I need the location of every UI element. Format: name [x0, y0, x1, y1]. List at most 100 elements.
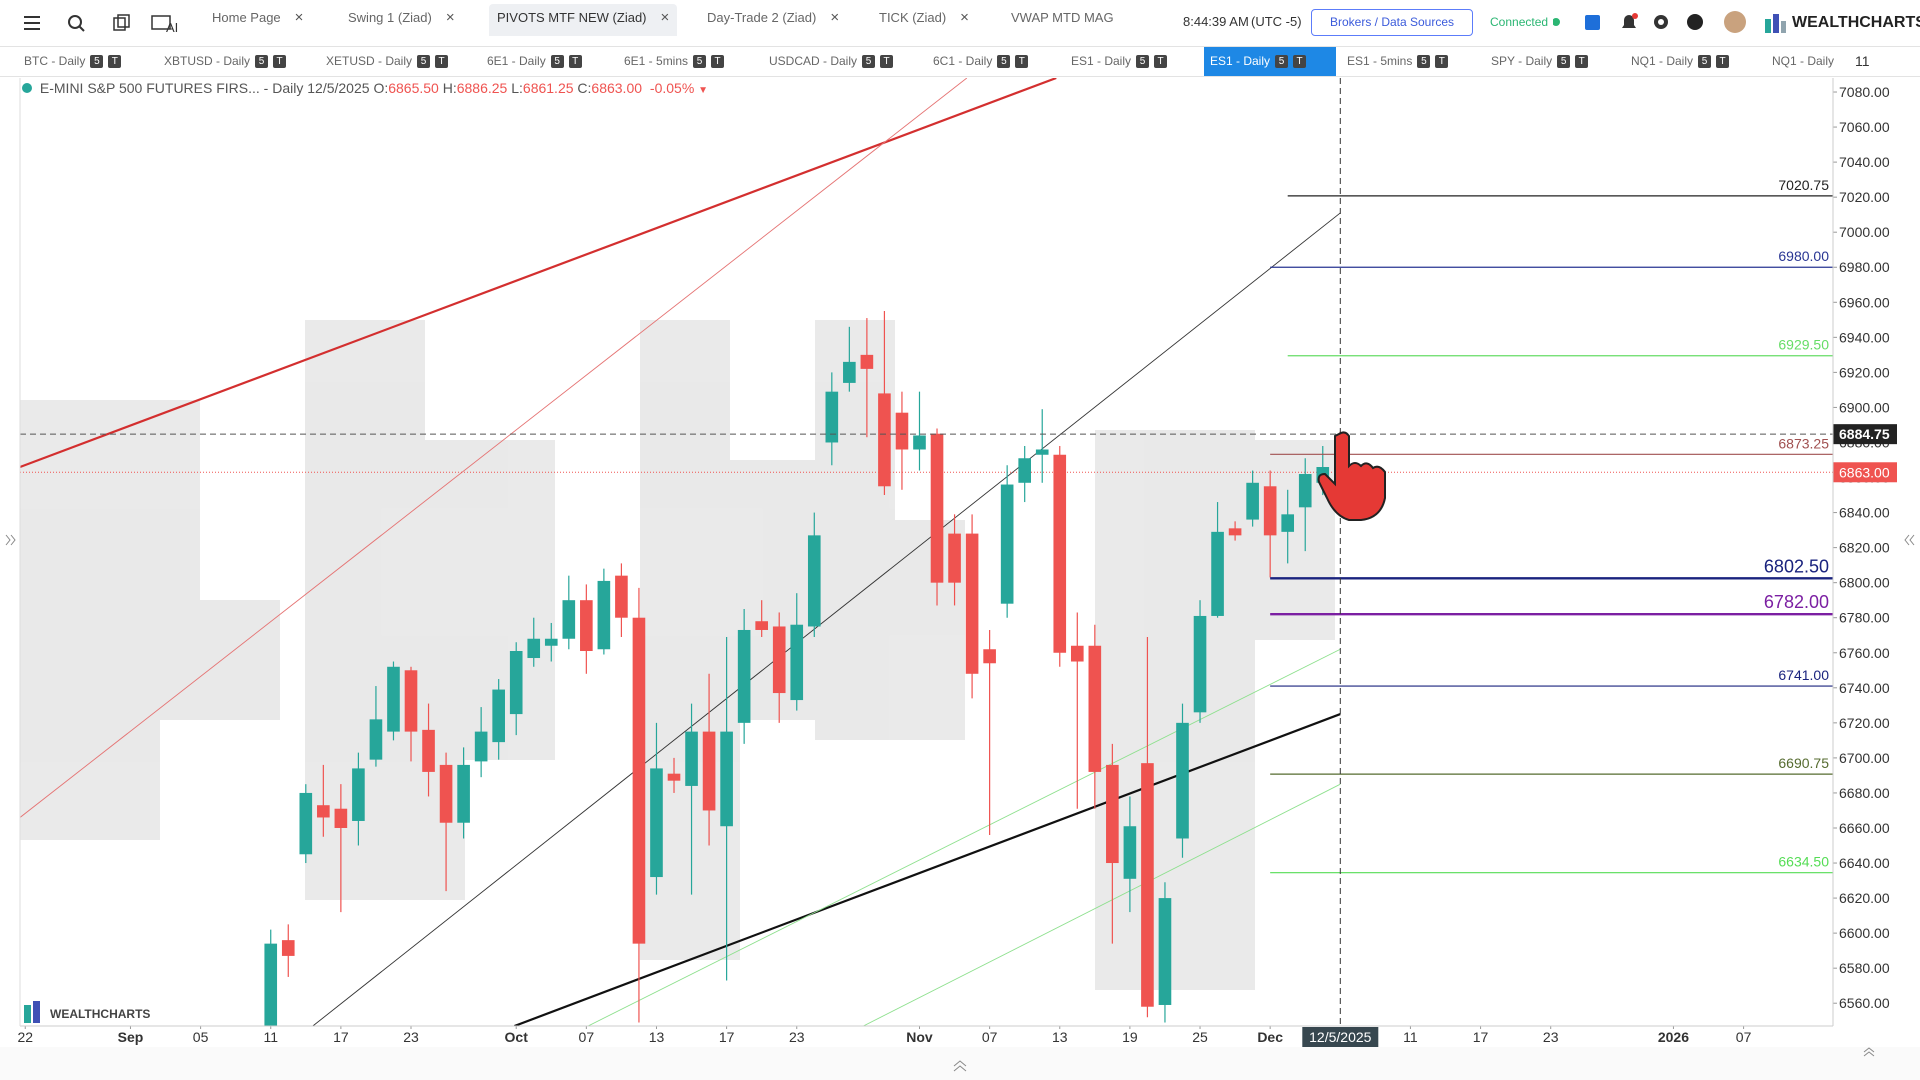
trend-line: [20, 78, 968, 818]
candle-body: [1176, 722, 1189, 839]
y-tick-label: 6720.00: [1839, 715, 1890, 731]
workspace-tab[interactable]: Home Page ×: [204, 8, 311, 38]
y-tick-label: 6940.00: [1839, 329, 1890, 345]
wc-logo: [24, 1001, 40, 1023]
left-panel-toggle[interactable]: [5, 534, 16, 546]
y-tick-label: 6700.00: [1839, 750, 1890, 766]
symbol-tab[interactable]: ES1 - Daily 5 T: [1071, 47, 1168, 76]
expand-button[interactable]: [953, 1060, 967, 1072]
scroll-top-button[interactable]: [1863, 1047, 1875, 1057]
symbol-tab[interactable]: 6E1 - 5mins 5 T: [624, 47, 725, 76]
menu-button[interactable]: [24, 16, 40, 30]
layouts-button[interactable]: [113, 17, 126, 31]
symbol-tab[interactable]: ES1 - 5mins 5 T: [1347, 47, 1449, 76]
save-button[interactable]: [1585, 15, 1600, 30]
x-tick-label: 11: [263, 1029, 278, 1045]
symbol-tab[interactable]: 6C1 - Daily 5 T: [933, 47, 1029, 76]
user-avatar[interactable]: [1724, 11, 1746, 33]
candle-body: [562, 600, 576, 639]
clock: 8:44:39 AM: [1183, 14, 1249, 29]
candle-body: [264, 943, 278, 1026]
workspace-tab[interactable]: Day-Trade 2 (Ziad) ×: [699, 8, 847, 38]
symbol-badge: T: [1293, 55, 1307, 68]
y-tick-label: 6740.00: [1839, 680, 1890, 696]
help-button[interactable]: [1687, 14, 1703, 30]
open-value: 6865.50: [388, 80, 439, 96]
symbol-label: NQ1 - Daily: [1631, 54, 1694, 68]
plot-area: [20, 78, 1833, 1026]
candle-body: [772, 626, 786, 694]
candle-body: [825, 391, 839, 443]
symbol-label: SPY - Daily: [1491, 54, 1553, 68]
symbol-tab[interactable]: NQ1 - Daily 5 T: [1631, 47, 1730, 76]
x-tick-label: 23: [789, 1029, 805, 1045]
level-label: 6782.00: [1764, 592, 1829, 612]
tab-close[interactable]: ×: [294, 9, 304, 26]
candle-body: [615, 575, 628, 618]
symbol-tab[interactable]: BTC - Daily 5 T: [24, 47, 122, 76]
ai-button[interactable]: [151, 15, 171, 30]
y-tick-label: 6780.00: [1839, 610, 1890, 626]
level-label: 6634.50: [1778, 854, 1829, 870]
right-panel-toggle[interactable]: [1904, 534, 1915, 546]
x-tick-label: 13: [1052, 1029, 1068, 1045]
last-price-label: 6863.00: [1839, 464, 1890, 480]
candle-body: [1000, 484, 1014, 604]
bottom-bar: [0, 1047, 1920, 1080]
workspace-tab[interactable]: VWAP MTD MAG: [1003, 8, 1122, 38]
level-label: 6690.75: [1778, 755, 1829, 771]
high-value: 6886.25: [456, 80, 508, 96]
symbol-label: ES1 - Daily: [1210, 54, 1271, 68]
x-tick-label: 11: [1403, 1029, 1418, 1045]
symbol-tab[interactable]: NQ1 - Daily: [1772, 47, 1834, 76]
candle-body: [1053, 454, 1067, 653]
symbol-tab[interactable]: ES1 - Daily 5 T: [1204, 47, 1336, 76]
x-tick-label: 25: [1192, 1029, 1208, 1045]
x-tick-label: Dec: [1257, 1029, 1283, 1045]
workspace-tab[interactable]: Swing 1 (Ziad) ×: [340, 8, 463, 38]
x-tick-label: Sep: [118, 1029, 144, 1045]
symbol-badge: T: [568, 55, 582, 68]
tab-close[interactable]: ×: [660, 9, 670, 26]
tab-close[interactable]: ×: [960, 9, 969, 26]
y-tick-label: 7080.00: [1839, 84, 1890, 100]
tab-close[interactable]: ×: [830, 9, 840, 26]
trend-line: [863, 783, 1341, 1026]
y-tick-label: 6840.00: [1839, 505, 1890, 521]
workspace-tab[interactable]: PIVOTS MTF NEW (Ziad) ×: [489, 4, 678, 36]
x-tick-label: 17: [333, 1029, 349, 1045]
symbol-badge: 5: [1275, 55, 1289, 68]
crosshair-price-box: [1833, 424, 1897, 445]
tab-close[interactable]: ×: [445, 9, 455, 26]
candle-body: [702, 731, 716, 811]
candle-body: [930, 433, 944, 583]
visibility-dot[interactable]: [22, 83, 32, 93]
symbol-badge: 5: [997, 55, 1011, 68]
symbol-badge: 5: [1136, 55, 1150, 68]
candle-body: [1228, 528, 1242, 536]
alerts-button[interactable]: [1622, 15, 1636, 28]
candle-body: [317, 805, 330, 818]
symbol-label: 6E1 - Daily: [487, 54, 546, 68]
symbol-badge: T: [1015, 55, 1029, 68]
candle-body: [1123, 826, 1137, 879]
symbol-tab[interactable]: 6E1 - Daily 5 T: [487, 47, 582, 76]
change-arrow: ▼: [698, 85, 709, 96]
candle-body: [632, 617, 646, 944]
trend-line: [312, 212, 1341, 1026]
x-tick-label: 17: [719, 1029, 735, 1045]
x-tick-label: 23: [403, 1029, 419, 1045]
candle-body: [597, 580, 611, 650]
workspace-tab[interactable]: TICK (Ziad) ×: [871, 8, 977, 38]
change-value: -0.05%: [649, 80, 695, 96]
symbol-tab[interactable]: SPY - Daily 5 T: [1491, 47, 1589, 76]
brokers-button[interactable]: Brokers / Data Sources: [1311, 9, 1473, 36]
y-tick-label: 6600.00: [1839, 925, 1890, 941]
tab-count[interactable]: 11: [1855, 53, 1870, 69]
symbol-tab[interactable]: XETUSD - Daily 5 T: [326, 47, 449, 76]
search-button[interactable]: [68, 15, 82, 29]
x-tick-label: 2026: [1658, 1029, 1689, 1045]
symbol-tab[interactable]: XBTUSD - Daily 5 T: [164, 47, 287, 76]
symbol-tab[interactable]: USDCAD - Daily 5 T: [769, 47, 894, 76]
